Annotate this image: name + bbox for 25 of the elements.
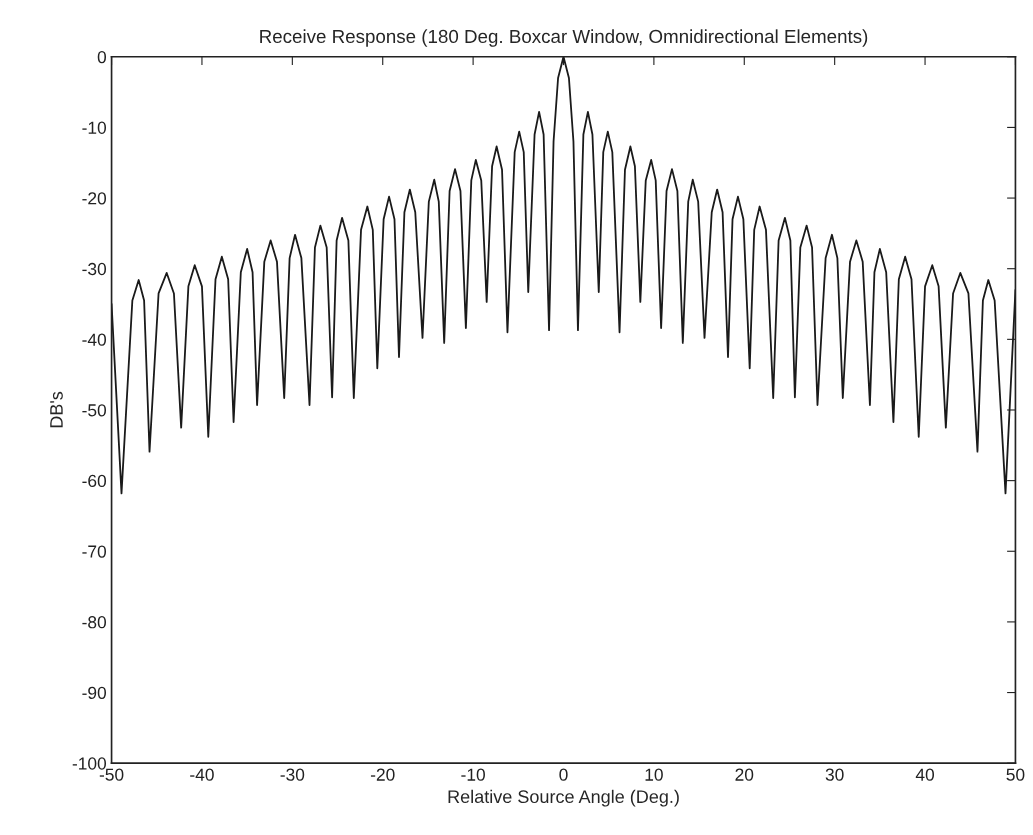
x-tick-label: 10 [645, 768, 663, 781]
x-tick-label: 0 [559, 768, 568, 781]
y-tick-label: -10 [82, 121, 107, 134]
x-tick-label: 20 [735, 768, 754, 781]
y-tick-label: -30 [82, 262, 107, 276]
x-tick-label: -50 [99, 768, 124, 781]
y-tick-label: 0 [97, 50, 107, 64]
x-tick-label: 50 [1006, 768, 1025, 781]
y-tick-label: -70 [82, 545, 107, 558]
x-tick-label: -40 [190, 768, 214, 781]
x-tick-label: -10 [461, 768, 485, 781]
y-tick-label: -80 [82, 616, 107, 629]
y-tick-label: -50 [82, 404, 107, 417]
x-tick-label: 40 [915, 768, 935, 781]
x-tick-label: -20 [370, 768, 395, 781]
x-axis-title: Relative Source Angle (Deg.) [448, 789, 679, 807]
y-tick-label: -40 [82, 333, 107, 346]
chart-title: Receive Response (180 Deg. Boxcar Window, Omnidirectional Elements) [260, 29, 868, 47]
y-tick-label: -90 [82, 686, 107, 700]
x-tick-label: -30 [280, 768, 305, 781]
y-tick-label: -20 [82, 192, 107, 205]
y-tick-label: -60 [82, 474, 107, 488]
y-tick-label: -100 [72, 757, 107, 770]
y-axis-title: DB's [50, 391, 63, 428]
x-tick-label: 30 [825, 768, 844, 781]
